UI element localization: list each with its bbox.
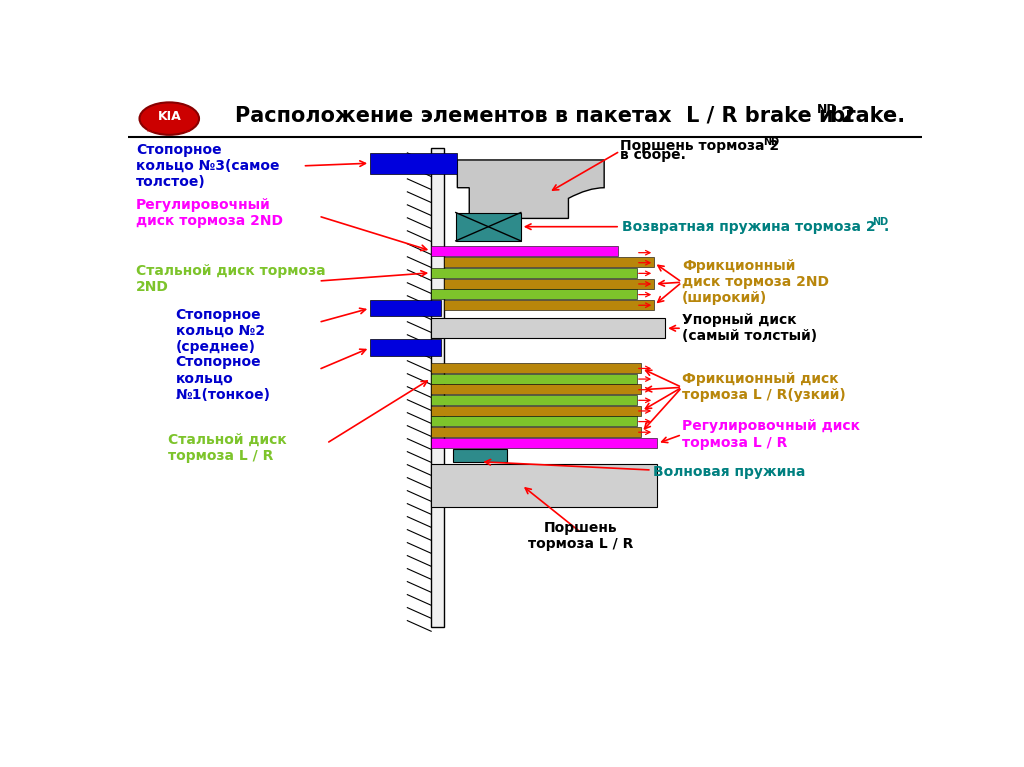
Bar bbox=[431, 395, 638, 405]
Bar bbox=[431, 374, 638, 384]
Text: Стальной диск
тормоза L / R: Стальной диск тормоза L / R bbox=[168, 433, 287, 463]
Bar bbox=[443, 258, 654, 268]
Bar bbox=[456, 212, 521, 241]
Bar bbox=[431, 463, 657, 507]
Text: Возвратная пружина тормоза 2: Возвратная пружина тормоза 2 bbox=[622, 219, 876, 234]
Text: Регулировочный
диск тормоза 2ND: Регулировочный диск тормоза 2ND bbox=[136, 198, 283, 229]
Bar bbox=[370, 340, 441, 356]
Text: ND: ND bbox=[872, 217, 889, 227]
Text: .: . bbox=[884, 219, 889, 234]
Text: Стопорное
кольцо №2
(среднее): Стопорное кольцо №2 (среднее) bbox=[176, 308, 265, 354]
Bar bbox=[431, 427, 641, 437]
PathPatch shape bbox=[458, 160, 604, 219]
Text: Волновая пружина: Волновая пружина bbox=[653, 466, 806, 479]
Text: Расположение элементов в пакетах  L / R brake и 2: Расположение элементов в пакетах L / R b… bbox=[236, 106, 855, 126]
Ellipse shape bbox=[139, 102, 199, 135]
Text: Стальной диск тормоза
2ND: Стальной диск тормоза 2ND bbox=[136, 264, 326, 295]
Bar bbox=[431, 406, 641, 416]
Text: Стопорное
кольцо
№1(тонкое): Стопорное кольцо №1(тонкое) bbox=[176, 355, 270, 402]
Text: Поршень
тормоза L / R: Поршень тормоза L / R bbox=[527, 521, 633, 551]
Text: Фрикционный диск
тормоза L / R(узкий): Фрикционный диск тормоза L / R(узкий) bbox=[682, 372, 846, 403]
Text: ND: ND bbox=[763, 137, 779, 146]
Bar bbox=[431, 289, 638, 299]
Bar bbox=[431, 318, 666, 338]
Text: Регулировочный диск
тормоза L / R: Регулировочный диск тормоза L / R bbox=[682, 420, 860, 449]
Bar bbox=[431, 438, 657, 448]
Bar bbox=[431, 268, 638, 278]
Bar bbox=[370, 153, 458, 173]
Bar bbox=[454, 449, 507, 462]
Text: Фрикционный
диск тормоза 2ND
(широкий): Фрикционный диск тормоза 2ND (широкий) bbox=[682, 259, 829, 305]
Text: ND: ND bbox=[817, 104, 838, 117]
Text: Стопорное
кольцо №3(самое
толстое): Стопорное кольцо №3(самое толстое) bbox=[136, 143, 280, 189]
Bar bbox=[443, 300, 654, 310]
Text: Поршень тормоза 2: Поршень тормоза 2 bbox=[620, 140, 779, 153]
Text: Упорный диск
(самый толстый): Упорный диск (самый толстый) bbox=[682, 313, 817, 344]
Text: в сборе.: в сборе. bbox=[620, 148, 686, 163]
Bar bbox=[431, 245, 617, 256]
Bar bbox=[431, 416, 638, 426]
Bar bbox=[431, 148, 443, 627]
Bar bbox=[431, 384, 641, 394]
Bar bbox=[431, 363, 641, 374]
Text: KIA MOTORS: KIA MOTORS bbox=[147, 127, 191, 133]
Text: brake.: brake. bbox=[823, 106, 905, 126]
Text: KIA: KIA bbox=[158, 110, 181, 123]
Bar bbox=[370, 300, 441, 317]
Bar bbox=[443, 278, 654, 288]
